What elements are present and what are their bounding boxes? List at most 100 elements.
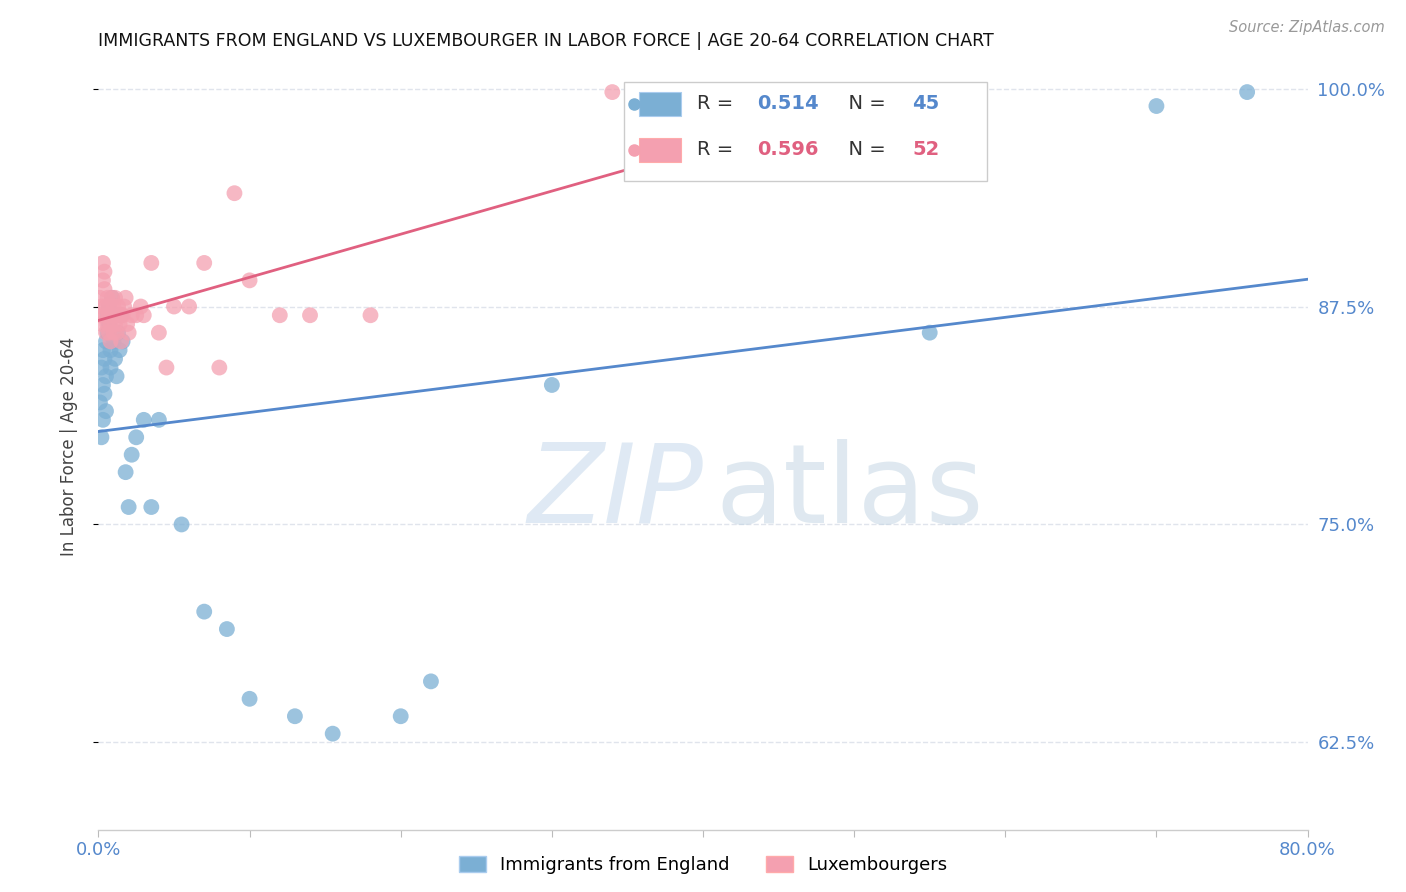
Point xyxy=(104,351,127,366)
Point xyxy=(98,308,121,322)
Point xyxy=(98,317,121,331)
Point xyxy=(104,317,127,331)
Point xyxy=(602,85,624,99)
Point xyxy=(90,317,112,331)
Point xyxy=(91,256,114,270)
Point xyxy=(215,622,238,636)
Point xyxy=(93,386,115,401)
Point xyxy=(105,326,128,340)
Point xyxy=(111,334,134,349)
Point xyxy=(360,308,382,322)
Point xyxy=(101,291,124,305)
Point xyxy=(148,326,170,340)
Point xyxy=(118,326,141,340)
Point xyxy=(91,273,114,287)
Point xyxy=(129,300,152,314)
Point xyxy=(114,465,136,479)
Point xyxy=(114,291,136,305)
Point xyxy=(93,265,115,279)
Point xyxy=(100,343,122,358)
Point xyxy=(107,300,129,314)
Point xyxy=(1144,99,1167,113)
Point xyxy=(110,308,132,322)
Point xyxy=(98,300,121,314)
Point xyxy=(103,308,125,322)
Point xyxy=(132,413,155,427)
Point xyxy=(89,395,111,409)
Point xyxy=(110,334,132,349)
Point xyxy=(299,308,322,322)
Point xyxy=(96,326,118,340)
Point xyxy=(284,709,307,723)
Text: 45: 45 xyxy=(912,95,939,113)
Point xyxy=(98,326,121,340)
Point xyxy=(110,308,132,322)
Point xyxy=(224,186,246,201)
Y-axis label: In Labor Force | Age 20-64: In Labor Force | Age 20-64 xyxy=(59,336,77,556)
Point xyxy=(239,273,262,287)
Point xyxy=(101,291,124,305)
Point xyxy=(322,726,344,740)
Point xyxy=(132,308,155,322)
Point xyxy=(163,300,186,314)
Point xyxy=(420,674,443,689)
Text: 52: 52 xyxy=(912,140,939,160)
Bar xyxy=(624,81,987,181)
Point xyxy=(141,256,163,270)
Point xyxy=(148,413,170,427)
Point xyxy=(105,369,128,384)
Point xyxy=(103,334,125,349)
Point xyxy=(89,308,111,322)
Point xyxy=(112,300,135,314)
Point xyxy=(90,300,112,314)
Point xyxy=(108,343,131,358)
Text: atlas: atlas xyxy=(716,439,984,546)
Point xyxy=(94,326,117,340)
Point xyxy=(100,360,122,375)
Text: 0.514: 0.514 xyxy=(758,95,820,113)
Text: N =: N = xyxy=(837,140,891,160)
Point xyxy=(115,317,138,331)
Text: Source: ZipAtlas.com: Source: ZipAtlas.com xyxy=(1229,20,1385,35)
Point xyxy=(101,308,124,322)
Point xyxy=(155,360,177,375)
Point xyxy=(103,300,125,314)
Point xyxy=(90,360,112,375)
Text: 0.596: 0.596 xyxy=(758,140,818,160)
Point xyxy=(107,326,129,340)
Point xyxy=(208,360,231,375)
Point xyxy=(91,378,114,392)
Text: IMMIGRANTS FROM ENGLAND VS LUXEMBOURGER IN LABOR FORCE | AGE 20-64 CORRELATION C: IMMIGRANTS FROM ENGLAND VS LUXEMBOURGER … xyxy=(98,32,994,50)
Text: R =: R = xyxy=(697,140,740,160)
Text: R =: R = xyxy=(697,95,740,113)
Point xyxy=(179,300,201,314)
Point xyxy=(93,351,115,366)
Point xyxy=(96,317,118,331)
Point xyxy=(90,430,112,444)
Point xyxy=(141,500,163,514)
Point xyxy=(1236,85,1258,99)
Point xyxy=(918,326,941,340)
Text: ZIP: ZIP xyxy=(527,439,703,546)
Point xyxy=(89,291,111,305)
Point xyxy=(193,256,215,270)
Point xyxy=(96,291,118,305)
Point xyxy=(100,334,122,349)
Point xyxy=(96,308,118,322)
Point xyxy=(193,605,215,619)
Point xyxy=(108,317,131,331)
Point xyxy=(100,317,122,331)
Point xyxy=(94,308,117,322)
Point xyxy=(125,308,148,322)
Point xyxy=(94,404,117,418)
Point xyxy=(239,691,262,706)
Point xyxy=(94,334,117,349)
Point xyxy=(105,308,128,322)
Point xyxy=(91,343,114,358)
Bar xyxy=(638,137,682,162)
Point xyxy=(170,517,193,532)
Point xyxy=(269,308,291,322)
Legend: Immigrants from England, Luxembourgers: Immigrants from England, Luxembourgers xyxy=(450,847,956,883)
Point xyxy=(98,300,121,314)
Point xyxy=(94,300,117,314)
